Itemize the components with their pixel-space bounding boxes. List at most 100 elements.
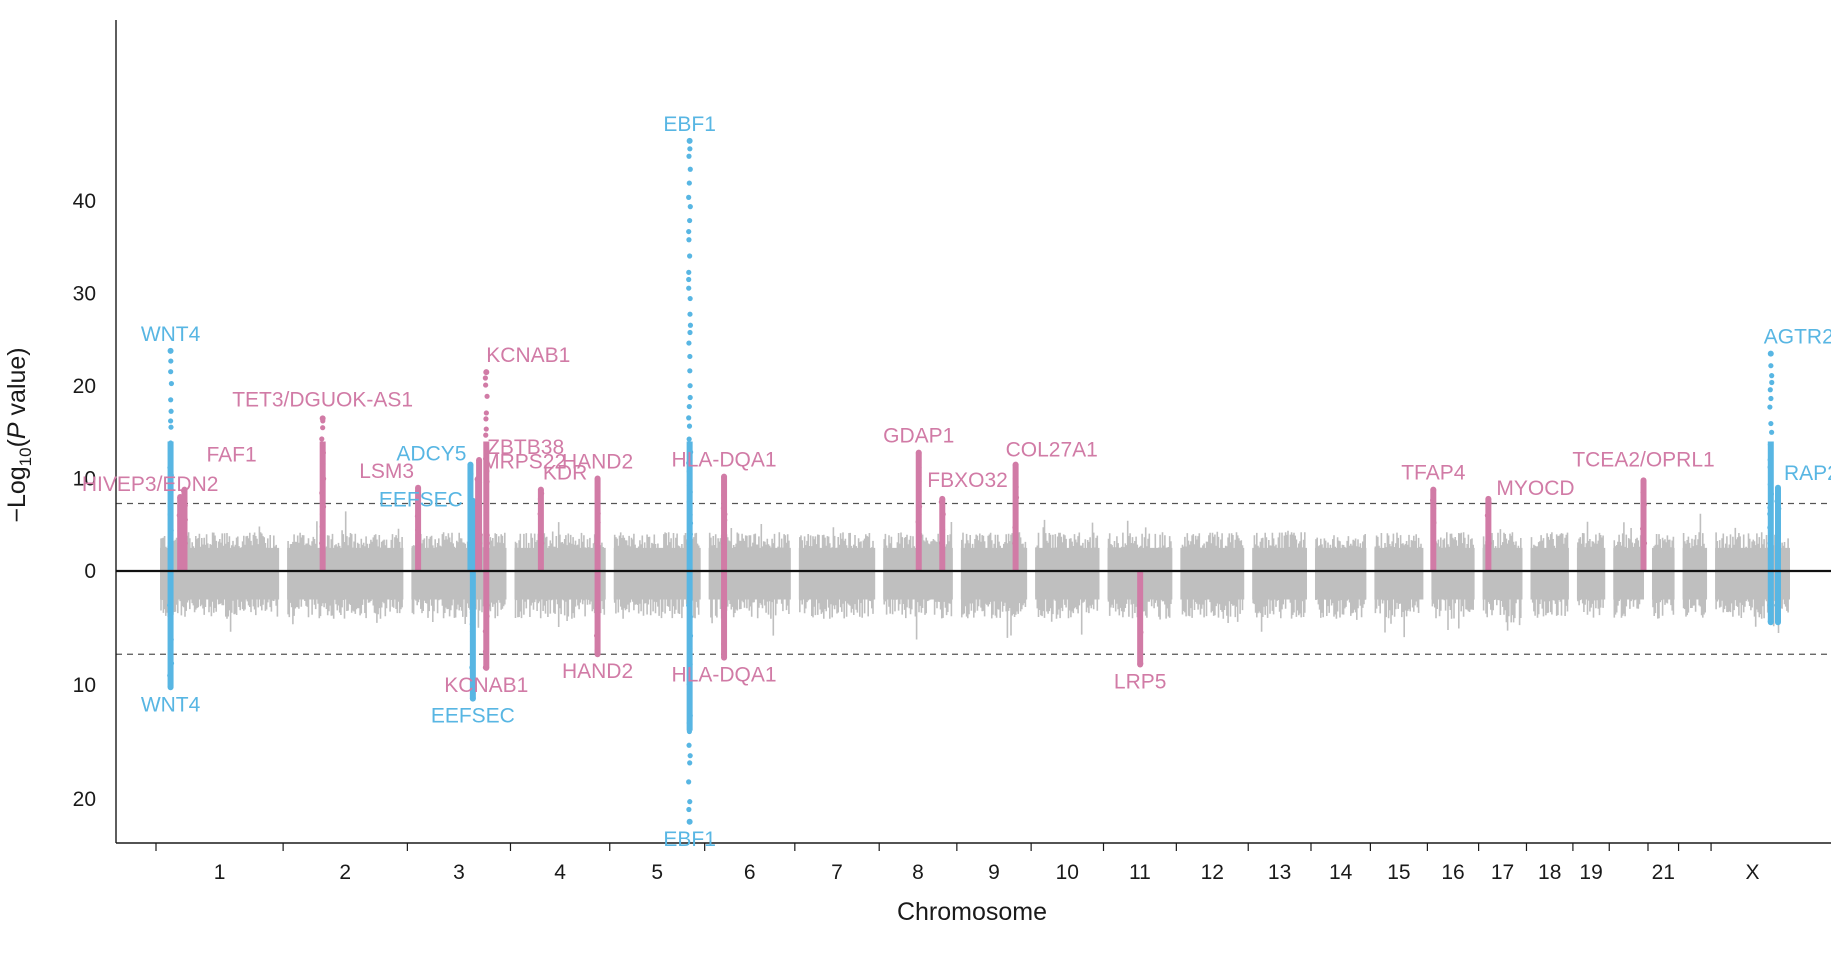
locus-kcnab1 [482, 369, 490, 671]
locus-point [320, 425, 326, 431]
x-tick-label-chr-8: 8 [912, 861, 924, 884]
locus-point [467, 491, 473, 498]
locus-point [916, 488, 922, 494]
locus-point [688, 449, 694, 455]
locus-point [1137, 610, 1143, 616]
locus-point [687, 512, 693, 518]
locus-point [1775, 521, 1781, 527]
locus-point [1767, 504, 1773, 511]
locus-hivep3-edn2 [176, 494, 184, 571]
y-tick-label-top: 40 [73, 190, 96, 213]
locus-point [686, 423, 693, 429]
background-core-10 [1035, 547, 1100, 600]
locus-point [686, 806, 692, 813]
locus-point [168, 369, 174, 375]
locus-point [168, 660, 175, 666]
gene-label-hla-dqa1-top: HLA-DQA1 [672, 449, 777, 472]
locus-point [1013, 503, 1019, 509]
gene-label-fbxo32-top: FBXO32 [927, 469, 1008, 492]
locus-point [720, 540, 727, 546]
locus-point [470, 540, 477, 546]
locus-point [687, 531, 693, 537]
locus-lead-point [467, 461, 474, 468]
locus-point [470, 505, 477, 511]
gene-label-faf1-top: FAF1 [206, 444, 256, 467]
locus-point [484, 446, 490, 452]
locus-point [469, 629, 476, 635]
locus-point [1767, 481, 1773, 488]
gene-label-hivep3-edn2-top: HIVEP3/EDN2 [82, 473, 219, 496]
locus-lead-point [475, 475, 482, 482]
locus-point [721, 532, 727, 538]
locus-point [483, 426, 489, 432]
locus-point [415, 540, 421, 546]
locus-point [1767, 442, 1774, 448]
locus-point [686, 468, 692, 474]
background-core-19 [1576, 547, 1606, 600]
background-core-16 [1431, 547, 1475, 600]
locus-point [483, 416, 489, 422]
background-core-3 [411, 547, 507, 600]
gene-label-mrps22-top: MRPS22 [482, 451, 566, 474]
locus-point [1137, 649, 1144, 655]
locus-point [687, 322, 694, 328]
locus-point [539, 540, 545, 546]
background-core-5 [613, 547, 701, 600]
locus-point [1767, 540, 1773, 546]
locus-point [687, 699, 693, 706]
locus-point [167, 465, 173, 471]
locus-point [167, 672, 173, 679]
locus-point [916, 540, 922, 546]
locus-point [1767, 602, 1773, 608]
locus-lead-point [686, 818, 693, 825]
background-core-12 [1180, 547, 1245, 600]
locus-point [1776, 505, 1782, 512]
locus-point [687, 383, 693, 389]
locus-point [475, 532, 481, 539]
y-axis-title-prefix: −Log [3, 466, 31, 522]
locus-lead-point [1767, 350, 1774, 357]
locus-point [483, 525, 489, 532]
locus-point [1767, 457, 1773, 463]
locus-point [686, 779, 692, 785]
background-core-2 [287, 547, 404, 600]
locus-point [686, 276, 692, 283]
locus-point [1768, 395, 1774, 402]
locus-point [687, 712, 693, 719]
locus-point [687, 368, 693, 374]
locus-lead-point [1640, 477, 1647, 484]
locus-point [686, 269, 692, 275]
gene-label-ebf1-bottom: EBF1 [663, 828, 716, 851]
locus-point [321, 476, 327, 482]
locus-point [1430, 505, 1437, 511]
locus-point [1774, 602, 1780, 608]
locus-point [687, 520, 694, 526]
locus-point [168, 380, 175, 387]
locus-point [167, 450, 174, 456]
locus-point [686, 228, 692, 235]
y-axis-title-italic: P [3, 422, 31, 439]
gene-label-wnt4-top: WNT4 [141, 323, 201, 346]
y-axis-title: −Log10(P value) [3, 347, 35, 522]
locus-point [415, 527, 421, 533]
locus-lead-point [469, 695, 476, 702]
locus-point [686, 436, 692, 442]
x-tick-label-chr-3: 3 [453, 861, 465, 884]
locus-point [687, 645, 693, 651]
locus-point [182, 502, 188, 509]
locus-point [475, 516, 481, 522]
locus-fbxo32 [938, 495, 946, 571]
y-axis-title-open: ( [3, 438, 31, 447]
locus-point [687, 166, 693, 172]
locus-point [686, 153, 692, 159]
locus-point [177, 540, 183, 546]
locus-point [1012, 540, 1018, 546]
locus-point [686, 403, 692, 410]
gene-label-kcnab1-bottom: KCNAB1 [444, 674, 528, 697]
locus-point [1768, 363, 1774, 369]
locus-point [470, 519, 476, 525]
locus-lead-point [415, 484, 422, 491]
locus-point [483, 410, 489, 416]
locus-point [594, 503, 601, 509]
locus-point [168, 487, 174, 493]
